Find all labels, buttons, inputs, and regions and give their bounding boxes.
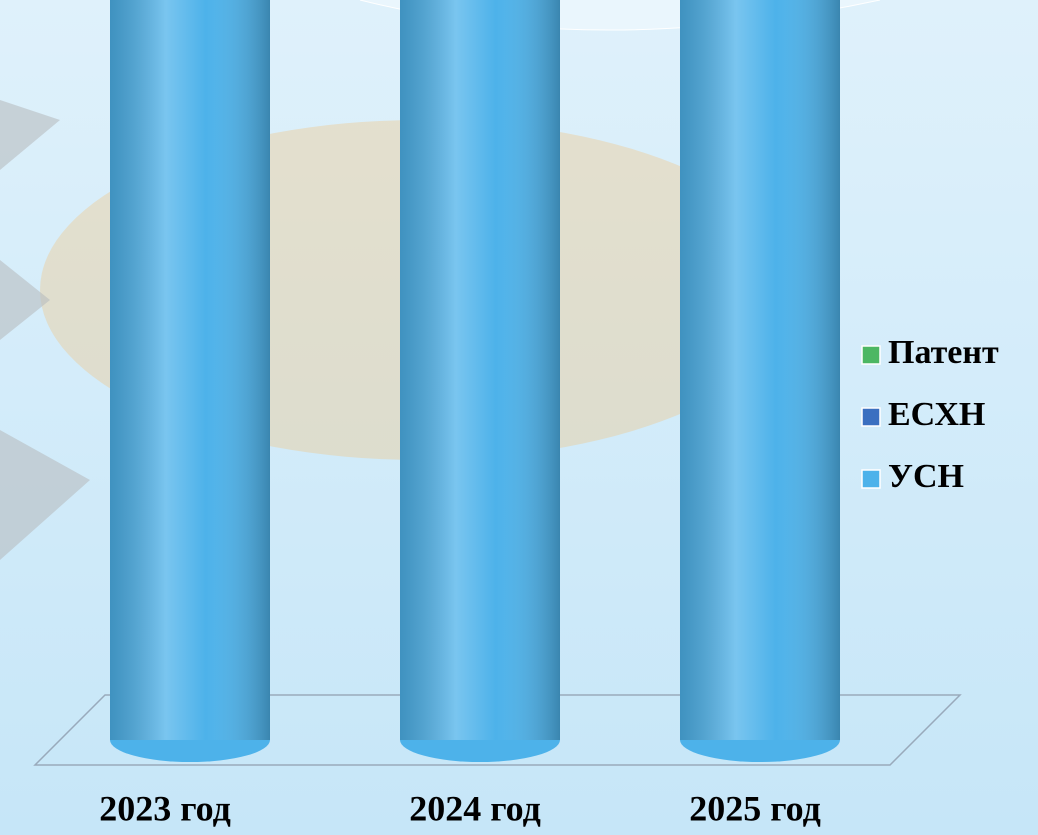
x-tick-label: 2023 год [99, 788, 231, 828]
decor-arrows [0, 100, 90, 560]
cylinder-shade [400, 0, 560, 740]
floor [33, 694, 962, 766]
legend-label: УСН [888, 458, 964, 495]
cylinder-shade [110, 0, 270, 740]
x-tick-label: 2025 год [689, 788, 821, 828]
legend-swatch [861, 407, 881, 427]
legend-swatch [861, 469, 881, 489]
legend: Патент ЕСХН УСН [861, 334, 999, 495]
x-tick-label: 2024 год [409, 788, 541, 828]
legend-label: ЕСХН [888, 396, 985, 433]
cylinder-shade [680, 0, 840, 740]
legend-label: Патент [888, 334, 999, 371]
legend-swatch [861, 345, 881, 365]
